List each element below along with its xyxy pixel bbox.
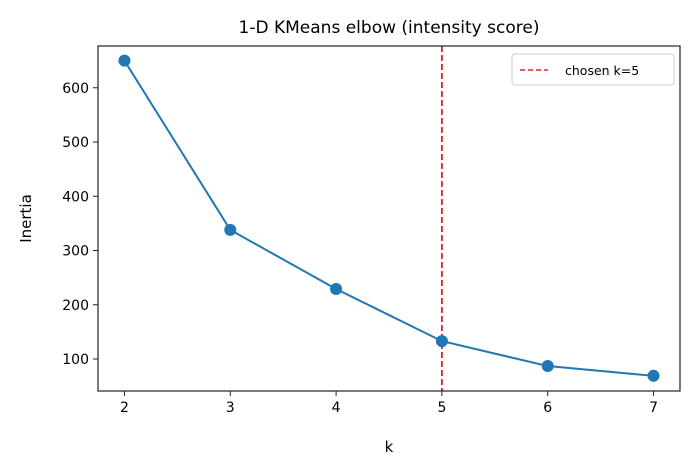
x-tick-label: 7: [649, 400, 658, 416]
plot-frame: [97, 45, 681, 392]
legend: chosen k=5: [511, 53, 675, 86]
x-axis-label: k: [385, 438, 394, 456]
y-tick-label: 100: [62, 352, 89, 368]
chart-title: 1-D KMeans elbow (intensity score): [239, 18, 540, 38]
x-tick-label: 3: [226, 400, 235, 416]
y-tick-label: 600: [62, 81, 89, 97]
x-tick-label: 6: [543, 400, 552, 416]
legend-box: [511, 53, 675, 86]
data-point-k7: [647, 369, 660, 382]
legend-label: chosen k=5: [565, 63, 639, 78]
data-point-k2: [118, 54, 131, 67]
data-point-k3: [224, 223, 237, 236]
x-tick-label: 4: [332, 400, 341, 416]
y-tick-label: 300: [62, 244, 89, 260]
y-tick-label: 200: [62, 298, 89, 314]
y-tick-label: 500: [62, 135, 89, 151]
y-tick-label: 400: [62, 189, 89, 205]
data-point-k6: [541, 360, 554, 373]
x-tick-label: 5: [437, 400, 446, 416]
y-axis-label: Inertia: [17, 194, 35, 243]
data-point-k5: [435, 335, 448, 348]
series-line: [123, 60, 654, 377]
data-point-k4: [330, 283, 343, 296]
x-tick-label: 2: [120, 400, 129, 416]
